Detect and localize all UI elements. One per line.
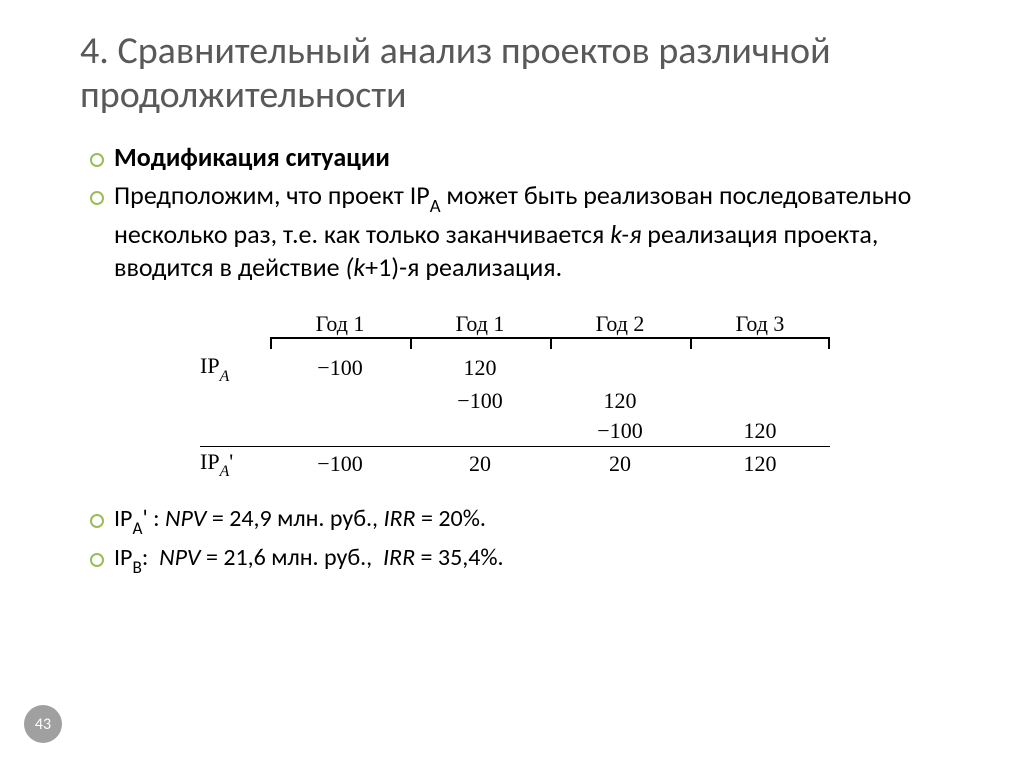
- value-cell: 20: [410, 446, 550, 481]
- header-cell: Год 1: [270, 309, 410, 337]
- value-cell: [270, 386, 410, 416]
- bullet-item: Модификация ситуации: [86, 141, 964, 175]
- ipa-row-1: IPA −100 120: [200, 351, 830, 385]
- page-number-badge: 43: [24, 705, 62, 743]
- value-cell: 120: [410, 351, 550, 385]
- axis-tick: [690, 337, 692, 349]
- header-cell: Год 1: [410, 309, 550, 337]
- value-cell: [690, 351, 830, 385]
- axis-blank: [200, 337, 270, 351]
- value-cell: [550, 351, 690, 385]
- timeline-header-row: Год 1 Год 1 Год 2 Год 3: [200, 309, 830, 337]
- timeline-table-wrap: Год 1 Год 1 Год 2 Год 3 IPA −100: [200, 309, 964, 481]
- header-cell: Год 2: [550, 309, 690, 337]
- axis-tick: [270, 337, 272, 349]
- timeline-axis-row: [200, 337, 830, 351]
- value-cell: −100: [550, 416, 690, 447]
- timeline-axis: [270, 337, 830, 351]
- row-label-blank: [200, 386, 270, 416]
- bullets-bottom: IPA' : NPV = 24,9 млн. руб., IRR = 20%. …: [86, 503, 964, 578]
- ipa-row-2: −100 120: [200, 386, 830, 416]
- bullets-top: Модификация ситуации Предположим, что пр…: [86, 141, 964, 285]
- row-label-ipa-prime: IPA': [200, 446, 270, 481]
- header-blank: [200, 309, 270, 337]
- value-cell: −100: [270, 351, 410, 385]
- row-label-blank: [200, 416, 270, 447]
- row-label-ipa: IPA: [200, 351, 270, 385]
- ipa-row-3: −100 120: [200, 416, 830, 447]
- axis-tick: [828, 337, 830, 349]
- value-cell: −100: [270, 446, 410, 481]
- timeline-table: Год 1 Год 1 Год 2 Год 3 IPA −100: [200, 309, 830, 481]
- bullet-item: IPB: NPV = 21,6 млн. руб., IRR = 35,4%.: [86, 542, 964, 577]
- axis-tick: [550, 337, 552, 349]
- value-cell: 120: [550, 386, 690, 416]
- slide: 4. Сравнительный анализ проектов различн…: [0, 0, 1024, 767]
- bullet-item: IPA' : NPV = 24,9 млн. руб., IRR = 20%.: [86, 503, 964, 538]
- value-cell: −100: [410, 386, 550, 416]
- bullet-item: Предположим, что проект IPA может быть р…: [86, 179, 964, 285]
- value-cell: 120: [690, 446, 830, 481]
- value-cell: [410, 416, 550, 447]
- value-cell: 120: [690, 416, 830, 447]
- axis-tick: [410, 337, 412, 349]
- value-cell: 20: [550, 446, 690, 481]
- ipa-prime-row: IPA' −100 20 20 120: [200, 446, 830, 481]
- header-cell: Год 3: [690, 309, 830, 337]
- value-cell: [690, 386, 830, 416]
- slide-title: 4. Сравнительный анализ проектов различн…: [80, 30, 964, 117]
- value-cell: [270, 416, 410, 447]
